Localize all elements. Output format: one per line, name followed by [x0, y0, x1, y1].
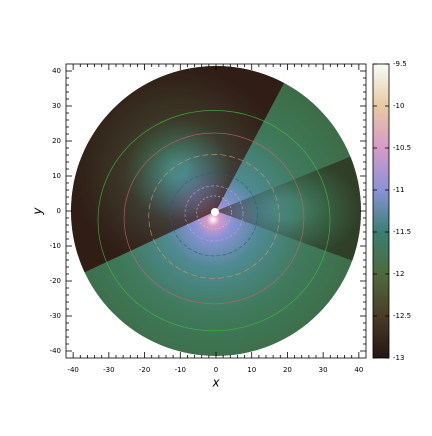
colorbar-tick-label: -12 [393, 270, 404, 278]
y-tick-label: 40 [52, 67, 61, 75]
x-tick-label: 0 [214, 366, 218, 374]
colorbar-tick-label: -12.5 [393, 312, 411, 320]
colorbar-tick-label: -11.5 [393, 228, 411, 236]
y-tick-label: -10 [50, 242, 61, 250]
x-tick-label: 40 [354, 366, 363, 374]
contour-line [184, 185, 244, 242]
y-tick-label: 30 [52, 102, 61, 110]
contour-line [148, 154, 280, 279]
y-tick-label: 0 [57, 207, 61, 215]
x-tick-label: 10 [247, 366, 256, 374]
colorbar-tick-label: -9.5 [393, 60, 407, 68]
y-tick-label: 10 [52, 172, 61, 180]
y-tick-label: 20 [52, 137, 61, 145]
dark-region [216, 156, 361, 261]
contour-line [123, 132, 305, 305]
colorbar-tick-label: -10 [393, 102, 404, 110]
x-tick-label: 20 [283, 366, 292, 374]
x-tick-label: -20 [139, 366, 150, 374]
colorbar [372, 63, 390, 359]
y-tick-label: -20 [50, 277, 61, 285]
contour-line [97, 110, 331, 332]
center-hole [211, 208, 219, 216]
y-tick-label: -40 [50, 347, 61, 355]
contour-line [170, 172, 258, 257]
x-axis-label: x [211, 376, 220, 390]
x-tick-label: -30 [103, 366, 114, 374]
colorbar-tick-label: -13 [393, 354, 404, 362]
y-axis-label: y [31, 207, 45, 216]
x-tick-label: 30 [319, 366, 328, 374]
contour-line [196, 195, 232, 230]
colorbar-tick-label: -10.5 [393, 144, 411, 152]
x-tick-label: -40 [67, 366, 78, 374]
x-tick-label: -10 [175, 366, 186, 374]
colorbar-tick-label: -11 [393, 186, 404, 194]
y-tick-label: -30 [50, 312, 61, 320]
